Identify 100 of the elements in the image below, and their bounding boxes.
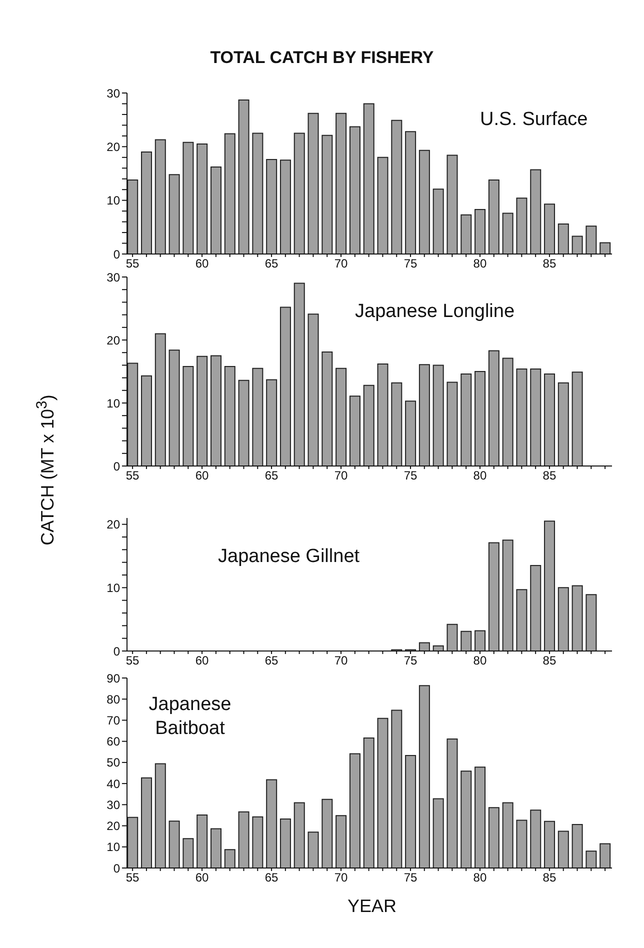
bar xyxy=(460,374,472,466)
bar xyxy=(474,766,486,868)
x-tick-label: 60 xyxy=(195,468,210,483)
bar xyxy=(127,816,138,868)
bar xyxy=(572,585,583,651)
bar xyxy=(266,779,278,868)
bar xyxy=(488,542,500,651)
bar xyxy=(600,843,611,868)
bar xyxy=(572,236,583,254)
bar xyxy=(405,131,416,254)
bar xyxy=(432,645,444,651)
bar xyxy=(377,156,388,254)
y-tick-label: 10 xyxy=(106,396,120,410)
bar xyxy=(294,802,305,868)
bar xyxy=(405,754,416,868)
bar xyxy=(377,363,388,466)
bar xyxy=(418,642,430,651)
y-tick-label: 0 xyxy=(113,247,120,262)
x-tick-label: 80 xyxy=(473,870,487,885)
annotation: Japanese Gillnet xyxy=(218,545,360,569)
bar xyxy=(544,820,556,868)
x-tick-label: 75 xyxy=(404,256,418,271)
bar xyxy=(502,540,514,651)
bar xyxy=(474,208,486,254)
bar xyxy=(544,374,556,466)
bar xyxy=(530,368,542,466)
bar xyxy=(210,166,222,254)
bar xyxy=(418,685,430,868)
bar xyxy=(558,382,569,466)
bar xyxy=(294,132,305,254)
annotation: U.S. Surface xyxy=(480,108,588,132)
x-tick-label: 65 xyxy=(264,654,279,668)
bar xyxy=(252,368,264,466)
bar xyxy=(516,368,528,466)
bar xyxy=(294,282,305,466)
bar xyxy=(127,362,138,466)
bar xyxy=(210,355,222,466)
bar xyxy=(432,364,444,466)
x-tick-label: 80 xyxy=(473,256,487,271)
bar xyxy=(502,802,514,868)
x-tick-label: 75 xyxy=(404,870,418,885)
x-tick-label: 80 xyxy=(473,654,487,668)
bar xyxy=(280,818,291,868)
bar xyxy=(460,770,472,868)
bar xyxy=(572,824,583,868)
y-tick-label: 0 xyxy=(113,644,120,658)
bar xyxy=(544,204,556,254)
bar xyxy=(446,154,458,254)
bar xyxy=(405,400,416,466)
bar xyxy=(308,314,319,466)
y-tick-label: 90 xyxy=(106,671,120,686)
bar xyxy=(432,188,444,254)
bar xyxy=(252,132,264,254)
x-tick-label: 85 xyxy=(542,256,556,271)
bar xyxy=(586,594,597,651)
annotation: Japanese Longline xyxy=(355,300,515,324)
bar xyxy=(558,587,569,651)
bar xyxy=(349,126,360,254)
bar xyxy=(141,375,152,466)
annotation: Japanese Baitboat xyxy=(148,693,232,740)
bar xyxy=(391,710,402,868)
bar xyxy=(391,382,402,466)
bar xyxy=(182,838,194,868)
x-tick-label: 70 xyxy=(334,870,348,885)
bar xyxy=(586,850,597,868)
bar xyxy=(516,589,528,651)
bar xyxy=(196,356,208,466)
bar xyxy=(141,152,152,254)
bar xyxy=(363,384,374,466)
bar xyxy=(322,134,333,254)
bar xyxy=(363,103,374,254)
y-tick-label: 30 xyxy=(106,86,120,100)
bar xyxy=(168,350,180,466)
y-tick-label: 20 xyxy=(106,140,120,154)
x-tick-label: 65 xyxy=(264,870,279,885)
bar xyxy=(196,814,208,868)
bar xyxy=(418,364,430,466)
bar xyxy=(530,565,542,651)
y-tick-label: 10 xyxy=(106,580,120,595)
bar xyxy=(224,849,236,868)
bar xyxy=(446,624,458,651)
bar xyxy=(600,242,611,254)
x-tick-label: 75 xyxy=(404,654,418,668)
bar xyxy=(168,174,180,254)
bar xyxy=(224,366,236,466)
bar xyxy=(544,520,556,651)
x-tick-label: 85 xyxy=(542,870,556,885)
y-tick-label: 80 xyxy=(106,692,120,706)
bar xyxy=(488,179,500,254)
x-tick-label: 80 xyxy=(473,468,487,483)
bar xyxy=(168,820,180,868)
x-tick-label: 70 xyxy=(334,654,348,668)
bar xyxy=(224,133,236,254)
x-tick-label: 55 xyxy=(126,256,140,271)
x-tick-label: 65 xyxy=(264,256,279,271)
bar xyxy=(322,351,333,466)
bar xyxy=(336,368,347,466)
bar xyxy=(336,112,347,254)
bar xyxy=(141,777,152,868)
bar xyxy=(182,366,194,466)
